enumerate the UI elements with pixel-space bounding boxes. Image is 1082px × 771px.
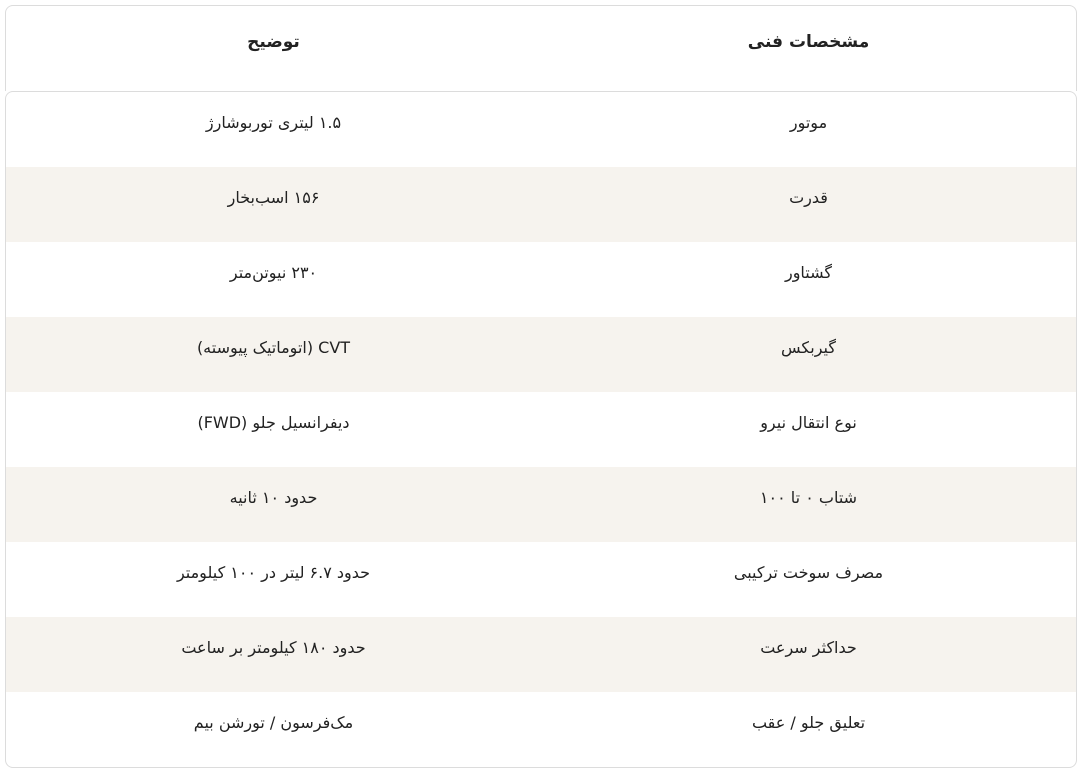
- cell-spec: مصرف سوخت ترکیبی: [733, 563, 884, 582]
- cell-description: ۱.۵ لیتری توربوشارژ: [205, 113, 342, 132]
- cell-spec: تعلیق جلو / عقب: [751, 713, 866, 732]
- cell-spec: نوع انتقال نیرو: [760, 413, 857, 432]
- header-description: توضیح: [247, 32, 300, 52]
- cell-description: دیفرانسیل جلو (FWD): [197, 413, 350, 432]
- cell-spec: قدرت: [789, 188, 828, 207]
- table-row: قدرت ۱۵۶ اسب‌بخار: [6, 167, 1076, 242]
- table-row: گیربکس CVT (اتوماتیک پیوسته): [6, 317, 1076, 392]
- cell-description: ۲۳۰ نیوتن‌متر: [229, 263, 318, 282]
- table-row: حداکثر سرعت حدود ۱۸۰ کیلومتر بر ساعت: [6, 617, 1076, 692]
- table-row: نوع انتقال نیرو دیفرانسیل جلو (FWD): [6, 392, 1076, 467]
- cell-spec: حداکثر سرعت: [760, 638, 857, 657]
- table-row: گشتاور ۲۳۰ نیوتن‌متر: [6, 242, 1076, 317]
- table-row: مصرف سوخت ترکیبی حدود ۶.۷ لیتر در ۱۰۰ کیل…: [6, 542, 1076, 617]
- table-header: مشخصات فنی توضیح: [5, 5, 1077, 91]
- cell-spec: شتاب ۰ تا ۱۰۰: [759, 488, 858, 507]
- cell-description: حدود ۱۰ ثانیه: [229, 488, 318, 507]
- table-row: تعلیق جلو / عقب مک‌فرسون / تورشن بیم: [6, 692, 1076, 767]
- cell-description: حدود ۱۸۰ کیلومتر بر ساعت: [181, 638, 366, 657]
- cell-spec: گیربکس: [781, 338, 836, 357]
- table-row: موتور ۱.۵ لیتری توربوشارژ: [6, 92, 1076, 167]
- table-row: شتاب ۰ تا ۱۰۰ حدود ۱۰ ثانیه: [6, 467, 1076, 542]
- cell-description: ۱۵۶ اسب‌بخار: [227, 188, 320, 207]
- cell-description: CVT (اتوماتیک پیوسته): [196, 338, 351, 357]
- cell-description: مک‌فرسون / تورشن بیم: [193, 713, 354, 732]
- cell-spec: موتور: [789, 113, 828, 132]
- cell-description: حدود ۶.۷ لیتر در ۱۰۰ کیلومتر: [176, 563, 371, 582]
- cell-spec: گشتاور: [784, 263, 833, 282]
- spec-table-body: موتور ۱.۵ لیتری توربوشارژ قدرت ۱۵۶ اسب‌بخار…: [5, 91, 1077, 768]
- header-spec: مشخصات فنی: [747, 32, 870, 52]
